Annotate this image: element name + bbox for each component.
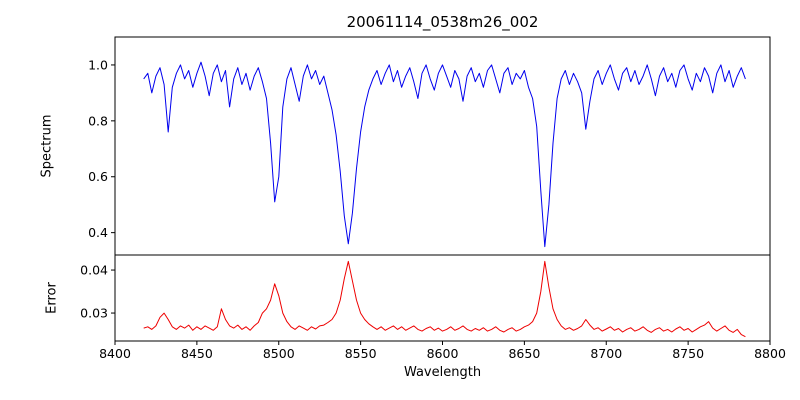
y-tick-label: 0.03 <box>80 306 108 321</box>
x-tick-label: 8400 <box>99 346 131 361</box>
x-tick-label: 8500 <box>263 346 295 361</box>
x-tick-label: 8600 <box>427 346 459 361</box>
y-tick-label: 0.04 <box>80 263 108 278</box>
error-line <box>143 260 746 338</box>
x-tick-label: 8650 <box>508 346 540 361</box>
x-tick-label: 8550 <box>345 346 377 361</box>
wavelength-axis-label: Wavelength <box>403 365 482 380</box>
x-tick-label: 8700 <box>590 346 622 361</box>
y-tick-label: 0.8 <box>88 113 108 128</box>
spectrum-line <box>143 61 746 248</box>
error-frame <box>114 254 771 342</box>
y-tick-label: 0.6 <box>88 169 108 184</box>
x-tick-label: 8450 <box>181 346 213 361</box>
chart-title: 20061114_0538m26_002 <box>346 13 539 31</box>
y-tick-label: 1.0 <box>88 57 108 72</box>
x-tick-label: 8750 <box>672 346 704 361</box>
x-tick-label: 8800 <box>754 346 786 361</box>
spectrum-frame <box>114 36 771 256</box>
y-tick-label: 0.4 <box>88 225 108 240</box>
